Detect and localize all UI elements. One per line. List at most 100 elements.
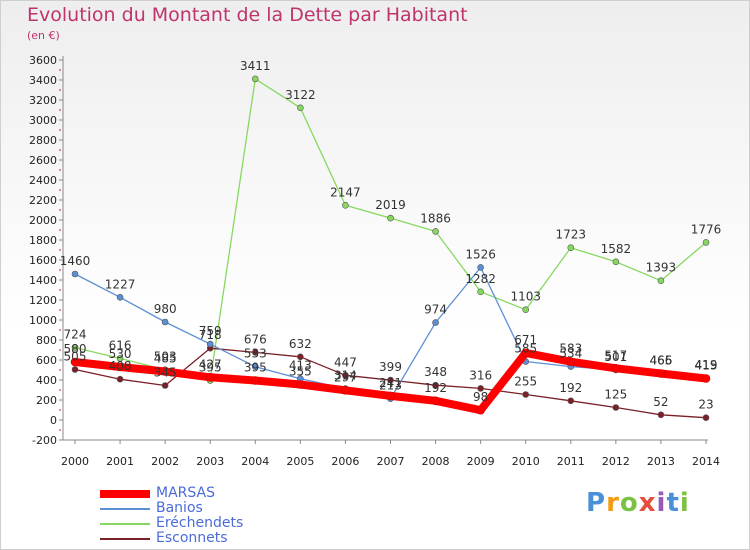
- y-minor-tick: [59, 269, 61, 271]
- y-tick-label: 1200: [29, 294, 57, 307]
- chart-legend: MARSAS Banios Eréchendets Esconnets: [100, 485, 300, 546]
- legend-label: Banios: [156, 500, 203, 516]
- x-tick-label: 2010: [512, 455, 540, 468]
- data-label-marsas: 355: [289, 365, 312, 379]
- data-point-marsas: [296, 380, 305, 389]
- data-label-esconnets: 23: [698, 398, 713, 412]
- data-point-er-chendets: [342, 202, 349, 209]
- data-label-marsas: 530: [109, 347, 132, 361]
- x-tick-label: 2004: [241, 455, 269, 468]
- data-point-er-chendets: [387, 214, 394, 222]
- y-minor-tick: [59, 69, 61, 71]
- y-minor-tick: [59, 129, 61, 131]
- legend-swatch: [100, 490, 150, 498]
- data-label-er-chendets: 3411: [240, 59, 271, 73]
- data-label-esconnets: 316: [469, 368, 492, 382]
- data-point-banios: [71, 270, 79, 278]
- data-point-er-chendets: [702, 239, 710, 246]
- data-label-er-chendets: 1103: [510, 290, 541, 304]
- data-point-esconnets: [567, 397, 575, 405]
- data-point-banios: [161, 318, 169, 326]
- y-minor-tick: [59, 89, 61, 91]
- x-tick-label: 2013: [647, 455, 675, 468]
- data-label-marsas: 192: [424, 381, 447, 395]
- y-tick-label: 600: [36, 354, 57, 367]
- data-point-marsas: [341, 385, 350, 395]
- x-tick-label: 2002: [151, 455, 179, 468]
- data-label-banios: 533: [244, 347, 267, 361]
- y-tick-label: 3600: [29, 54, 57, 67]
- data-point-esconnets: [342, 371, 349, 379]
- legend-swatch: [100, 538, 150, 540]
- data-label-er-chendets: 1393: [646, 261, 677, 275]
- chart-subtitle: (en €): [27, 29, 60, 42]
- data-label-esconnets: 505: [64, 350, 87, 364]
- data-label-banios: 585: [514, 342, 537, 356]
- y-minor-tick: [59, 389, 61, 391]
- data-point-esconnets: [251, 349, 259, 356]
- data-point-esconnets: [71, 366, 79, 373]
- data-point-er-chendets: [522, 306, 530, 314]
- x-tick-label: 2000: [61, 455, 89, 468]
- data-label-er-chendets: 3122: [285, 88, 316, 102]
- data-label-marsas: 98: [473, 390, 488, 404]
- data-label-er-chendets: 1886: [420, 211, 451, 225]
- proxiti-logo: Proxiti: [586, 488, 690, 518]
- data-point-banios: [432, 319, 439, 326]
- data-label-marsas: 465: [649, 354, 672, 368]
- x-tick-label: 2003: [196, 455, 224, 468]
- data-point-marsas: [160, 367, 170, 376]
- data-label-er-chendets: 2147: [330, 185, 361, 199]
- data-point-esconnets: [116, 375, 124, 383]
- data-label-esconnets: 255: [514, 375, 537, 389]
- x-tick-label: 2008: [422, 455, 450, 468]
- data-label-er-chendets: 1282: [465, 272, 496, 286]
- data-point-esconnets: [297, 353, 304, 361]
- y-minor-tick: [59, 309, 61, 311]
- data-point-esconnets: [657, 411, 665, 419]
- legend-swatch: [100, 523, 150, 525]
- data-point-esconnets: [161, 382, 169, 389]
- legend-swatch: [100, 508, 150, 510]
- x-tick-label: 2009: [467, 455, 495, 468]
- logo-letter: o: [619, 488, 639, 518]
- data-point-banios: [116, 293, 124, 301]
- data-point-er-chendets: [251, 75, 259, 83]
- data-label-er-chendets: 1723: [556, 228, 587, 242]
- y-tick-label: 1000: [29, 314, 57, 327]
- y-minor-tick: [59, 149, 61, 151]
- data-label-banios: 759: [199, 324, 222, 338]
- x-tick-label: 2007: [377, 455, 405, 468]
- data-point-marsas: [701, 374, 711, 383]
- data-point-marsas: [566, 357, 576, 367]
- legend-item-esconnets: Esconnets: [100, 530, 300, 546]
- y-minor-tick: [59, 189, 61, 191]
- data-label-banios: 1460: [60, 254, 91, 268]
- data-point-er-chendets: [297, 104, 304, 112]
- y-minor-tick: [59, 369, 61, 371]
- y-tick-label: 2200: [29, 194, 57, 207]
- data-point-marsas: [115, 362, 125, 372]
- legend-item-banios: Banios: [100, 500, 300, 516]
- data-label-er-chendets: 616: [109, 338, 132, 352]
- y-tick-label: 2800: [29, 134, 57, 147]
- y-tick-label: 3200: [29, 94, 57, 107]
- x-tick-label: 2011: [557, 455, 585, 468]
- y-minor-tick: [59, 429, 61, 431]
- y-tick-label: 3000: [29, 114, 57, 127]
- data-label-banios: 1526: [465, 247, 496, 261]
- data-point-er-chendets: [477, 288, 484, 296]
- data-label-er-chendets: 395: [199, 361, 222, 375]
- data-label-marsas: 485: [154, 352, 177, 366]
- y-minor-tick: [59, 329, 61, 331]
- data-label-esconnets: 125: [604, 388, 627, 402]
- y-minor-tick: [59, 209, 61, 211]
- data-label-marsas: 517: [604, 348, 627, 362]
- data-label-banios: 1227: [105, 277, 136, 291]
- data-label-banios: 974: [424, 303, 447, 317]
- x-tick-label: 2012: [602, 455, 630, 468]
- data-point-esconnets: [387, 376, 394, 384]
- x-tick-label: 2014: [692, 455, 720, 468]
- data-label-banios: 419: [695, 358, 718, 372]
